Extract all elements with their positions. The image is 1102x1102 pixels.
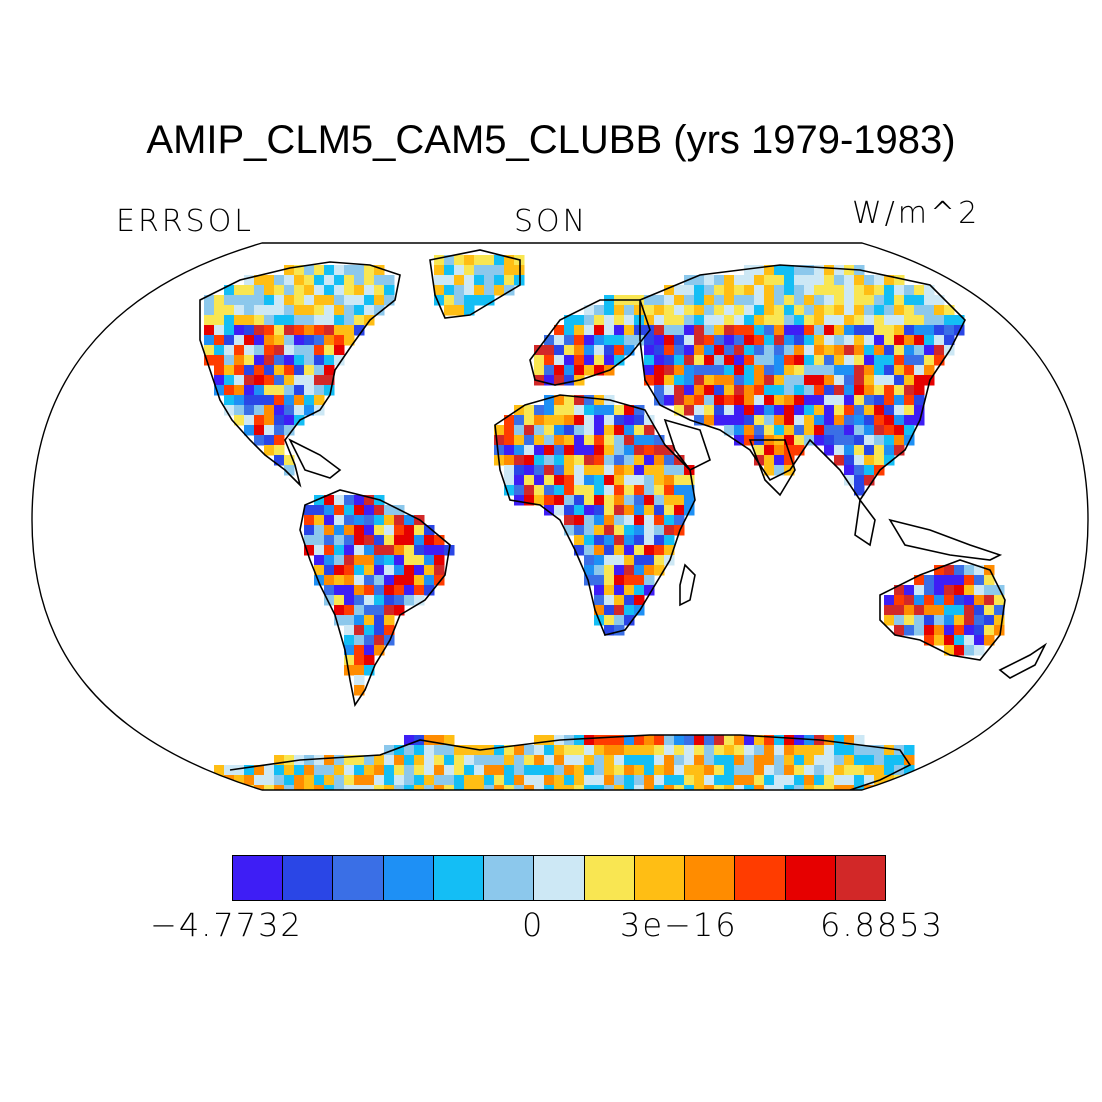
data-cells (204, 255, 1005, 790)
colorbar-tick-eps: 3e−16 (620, 906, 738, 944)
season-label: SON (514, 204, 589, 239)
colorbar-box (634, 856, 686, 900)
chart-title: AMIP_CLM5_CAM5_CLUBB (yrs 1979-1983) (146, 118, 956, 162)
colorbar-box (484, 856, 535, 900)
colorbar-box (735, 856, 786, 900)
colorbar-box (333, 856, 384, 900)
variable-label: ERRSOL (116, 204, 255, 239)
colorbar-box (584, 856, 635, 900)
colorbar-box (383, 856, 434, 900)
map-frame (31, 242, 1089, 791)
colorbar-tick-min: −4.7732 (150, 906, 303, 944)
colorbar-box (685, 856, 736, 900)
units-label: W/m^2 (852, 196, 981, 231)
colorbar-box (534, 856, 585, 900)
colorbar-tick-zero: 0 (522, 906, 545, 944)
colorbar-box (433, 856, 485, 900)
coastlines (199, 249, 1048, 790)
colorbar-box (785, 856, 836, 900)
colorbar-tick-max: 6.8853 (820, 906, 944, 944)
colorbar-box (835, 856, 886, 900)
colorbar (232, 855, 886, 901)
colorbar-box (233, 856, 284, 900)
colorbar-box (283, 856, 334, 900)
